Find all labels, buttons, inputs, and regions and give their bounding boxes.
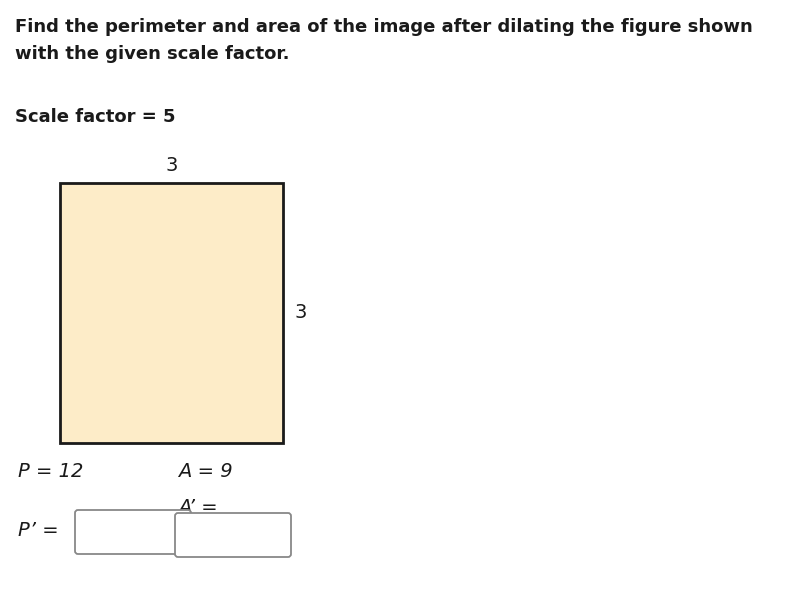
Text: P’ =: P’ = xyxy=(18,521,58,540)
Text: A’ =: A’ = xyxy=(178,498,218,517)
Text: 3: 3 xyxy=(295,303,307,323)
Text: 3: 3 xyxy=(166,156,178,175)
Text: P = 12: P = 12 xyxy=(18,462,83,481)
FancyBboxPatch shape xyxy=(175,513,291,557)
Text: with the given scale factor.: with the given scale factor. xyxy=(15,45,290,63)
Text: A = 9: A = 9 xyxy=(178,462,233,481)
Bar xyxy=(60,183,283,443)
Text: Scale factor = 5: Scale factor = 5 xyxy=(15,108,175,126)
Text: Find the perimeter and area of the image after dilating the figure shown: Find the perimeter and area of the image… xyxy=(15,18,753,36)
FancyBboxPatch shape xyxy=(75,510,191,554)
